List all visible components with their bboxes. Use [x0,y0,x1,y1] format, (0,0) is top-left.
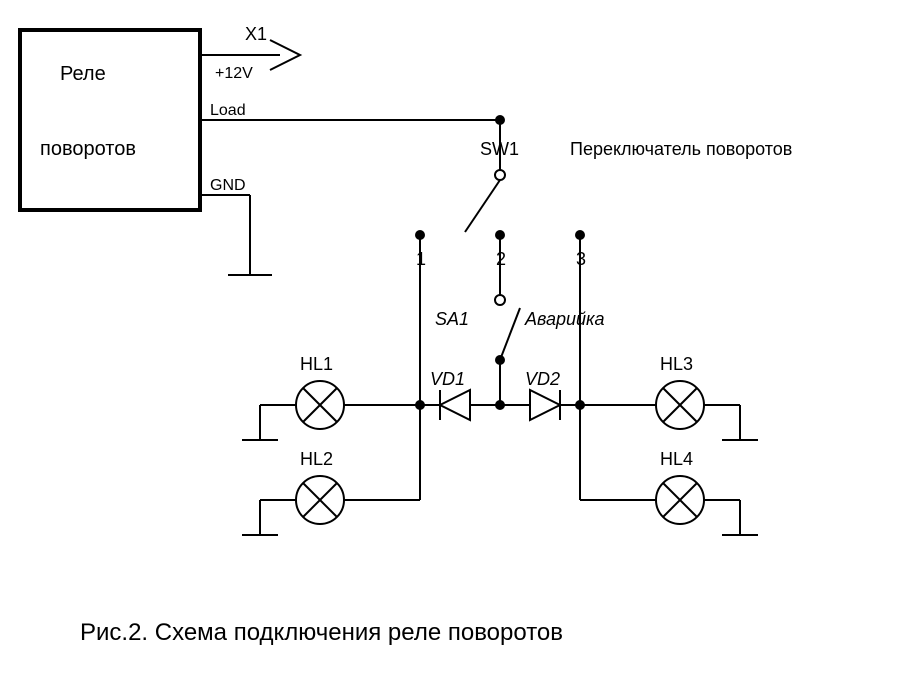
sa1-label: SA1 [435,309,469,329]
sw1-t3: 3 [576,249,586,269]
figure-caption: Рис.2. Схема подключения реле поворотов [80,619,563,646]
relay-label-1: Реле [60,63,106,85]
hl4-label: HL4 [660,449,693,469]
vd1-label: VD1 [430,369,465,389]
vd2-label: VD2 [525,369,560,389]
hl2-label: HL2 [300,449,333,469]
sw1-desc: Переключатель поворотов [570,139,792,159]
load-label: Load [210,102,246,119]
sw1-label: SW1 [480,139,519,159]
hl1-lamp [296,381,344,429]
relay-label-2: поворотов [40,138,136,160]
hl3-lamp [656,381,704,429]
sa1-desc: Аварийка [524,309,605,329]
sw1-t2: 2 [496,249,506,269]
hl1-label: HL1 [300,354,333,374]
hl2-lamp [296,476,344,524]
v12-label: +12V [215,65,253,82]
sw1-t1: 1 [416,249,426,269]
circuit-diagram: Реле поворотов X1 +12V Load GND SW1 Пере… [0,0,898,674]
relay-block [20,30,200,210]
hl3-label: HL3 [660,354,693,374]
x1-label: X1 [245,24,267,44]
gnd-label: GND [210,177,246,194]
hl4-lamp [656,476,704,524]
